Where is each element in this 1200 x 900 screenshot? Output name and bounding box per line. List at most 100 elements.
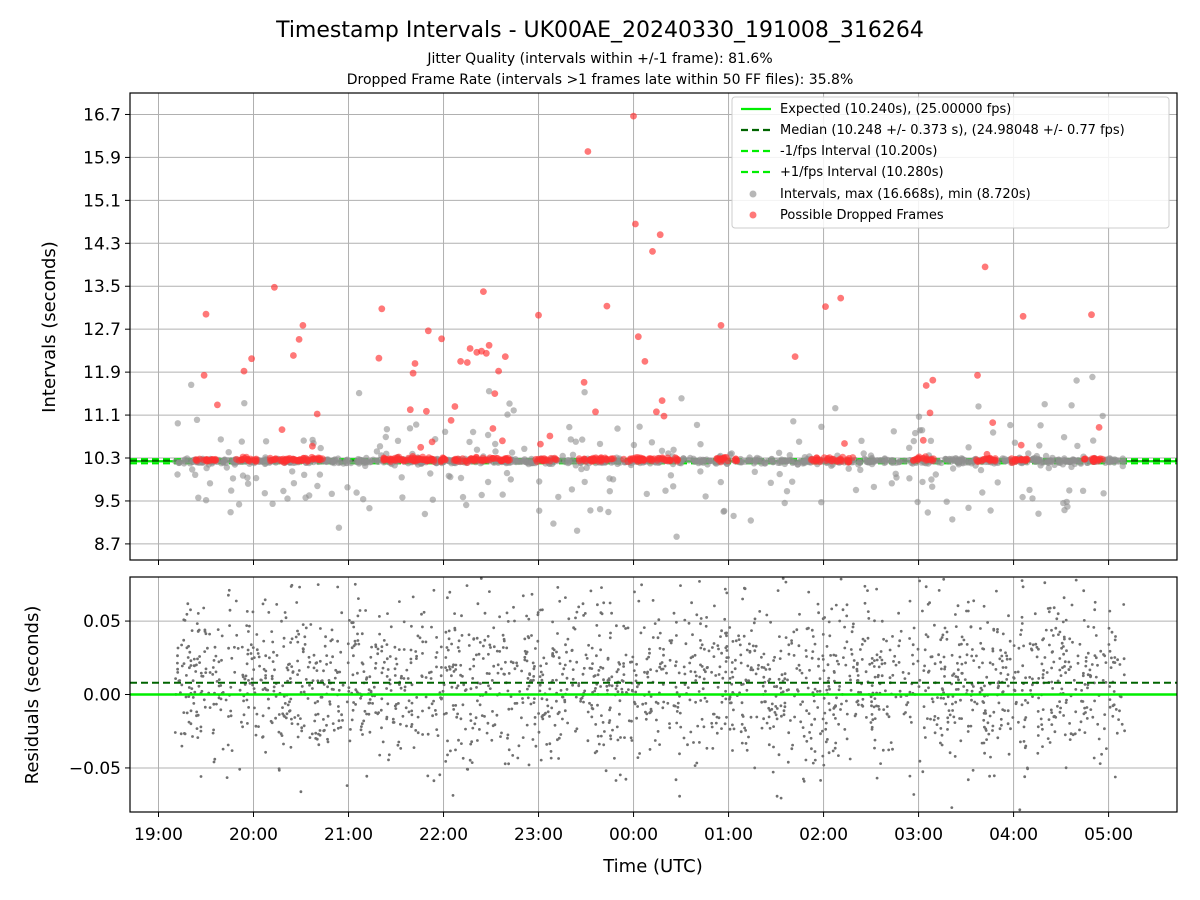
residual-point <box>981 700 985 703</box>
residual-point <box>694 700 697 704</box>
residuals-y-ticks: 0.050.00−0.05 <box>69 612 130 779</box>
x-tick-label: 23:00 <box>514 825 563 845</box>
residual-point <box>450 642 453 646</box>
x-tick-label: 05:00 <box>1084 825 1133 845</box>
residual-point <box>529 702 533 706</box>
residual-point <box>885 705 889 708</box>
residual-point <box>917 685 921 688</box>
residual-point <box>782 713 786 717</box>
residual-point <box>426 774 430 778</box>
residual-point <box>503 762 507 766</box>
interval-point <box>300 437 307 444</box>
interval-point <box>217 436 224 443</box>
residual-point <box>1050 628 1053 632</box>
interval-point <box>1041 401 1048 408</box>
residual-point <box>359 696 362 700</box>
residual-point <box>340 611 344 615</box>
residual-point <box>712 712 715 716</box>
residual-point <box>440 666 443 669</box>
residual-point <box>943 675 946 678</box>
interval-point <box>362 462 369 470</box>
residual-point <box>456 646 460 649</box>
residual-point <box>191 735 194 738</box>
residual-point <box>871 718 875 722</box>
residual-point <box>326 740 330 744</box>
residual-point <box>662 647 665 651</box>
residual-point <box>1041 673 1045 676</box>
residual-point <box>711 646 714 649</box>
residual-point <box>625 691 628 694</box>
interval-point <box>1062 458 1070 465</box>
residual-point <box>930 655 934 659</box>
residual-point <box>753 766 757 770</box>
residual-point <box>686 686 690 689</box>
interval-point <box>463 501 470 509</box>
residual-point <box>845 614 849 618</box>
residual-point <box>942 655 946 659</box>
residual-point <box>203 628 207 632</box>
residual-point <box>271 640 275 644</box>
residual-point <box>189 659 193 663</box>
residual-point <box>579 699 582 703</box>
dropped-frame-point <box>546 432 554 440</box>
residual-point <box>766 663 770 666</box>
residual-point <box>253 706 256 710</box>
residual-point <box>849 648 853 651</box>
residual-point <box>189 664 193 667</box>
residual-point <box>330 638 334 641</box>
residual-point <box>360 632 364 636</box>
residual-point <box>824 727 828 731</box>
residual-point <box>1035 655 1039 659</box>
residual-point <box>754 644 758 648</box>
interval-point <box>193 416 201 423</box>
residual-point <box>378 632 381 636</box>
residual-point <box>832 653 836 657</box>
residual-point <box>663 664 667 668</box>
x-tick-label: 00:00 <box>609 825 658 845</box>
dropped-frame-point <box>411 360 419 367</box>
residual-point <box>1040 662 1044 666</box>
dropped-frame-point <box>720 454 728 462</box>
residual-point <box>621 679 625 683</box>
residual-point <box>767 706 771 710</box>
residual-point <box>452 708 456 711</box>
dropped-frame-point <box>834 458 842 465</box>
residual-point <box>649 695 653 698</box>
residual-point <box>774 713 778 717</box>
residual-point <box>863 584 867 588</box>
residual-point <box>827 702 831 705</box>
interval-point <box>441 428 449 435</box>
residual-point <box>756 667 760 671</box>
residual-point <box>387 753 391 757</box>
residual-point <box>1089 674 1093 678</box>
residual-point <box>712 655 716 658</box>
dropped-frame-point <box>532 455 540 463</box>
residual-point <box>734 658 737 662</box>
residual-point <box>381 666 385 670</box>
residual-point <box>943 667 946 671</box>
residual-point <box>787 731 791 735</box>
residual-point <box>270 677 274 681</box>
residual-point <box>1071 733 1075 737</box>
residual-point <box>284 716 288 720</box>
residual-point <box>724 631 727 635</box>
residual-point <box>473 722 477 726</box>
residual-point <box>666 701 670 705</box>
dropped-frame-point <box>791 353 799 360</box>
residual-point <box>1078 642 1082 646</box>
residual-point <box>840 702 843 706</box>
residual-point <box>460 634 464 637</box>
legend-marker-dropped <box>749 211 757 219</box>
dropped-frame-point <box>244 456 251 463</box>
dropped-frame-point <box>1017 441 1025 449</box>
dropped-frame-point <box>375 354 383 362</box>
residual-point <box>540 697 544 701</box>
interval-point <box>375 458 382 465</box>
residual-point <box>192 702 196 705</box>
residual-point <box>228 608 232 612</box>
residual-point <box>446 648 450 652</box>
residual-point <box>288 700 291 704</box>
residual-point <box>861 697 865 701</box>
residual-point <box>586 710 590 714</box>
residual-point <box>606 656 610 660</box>
